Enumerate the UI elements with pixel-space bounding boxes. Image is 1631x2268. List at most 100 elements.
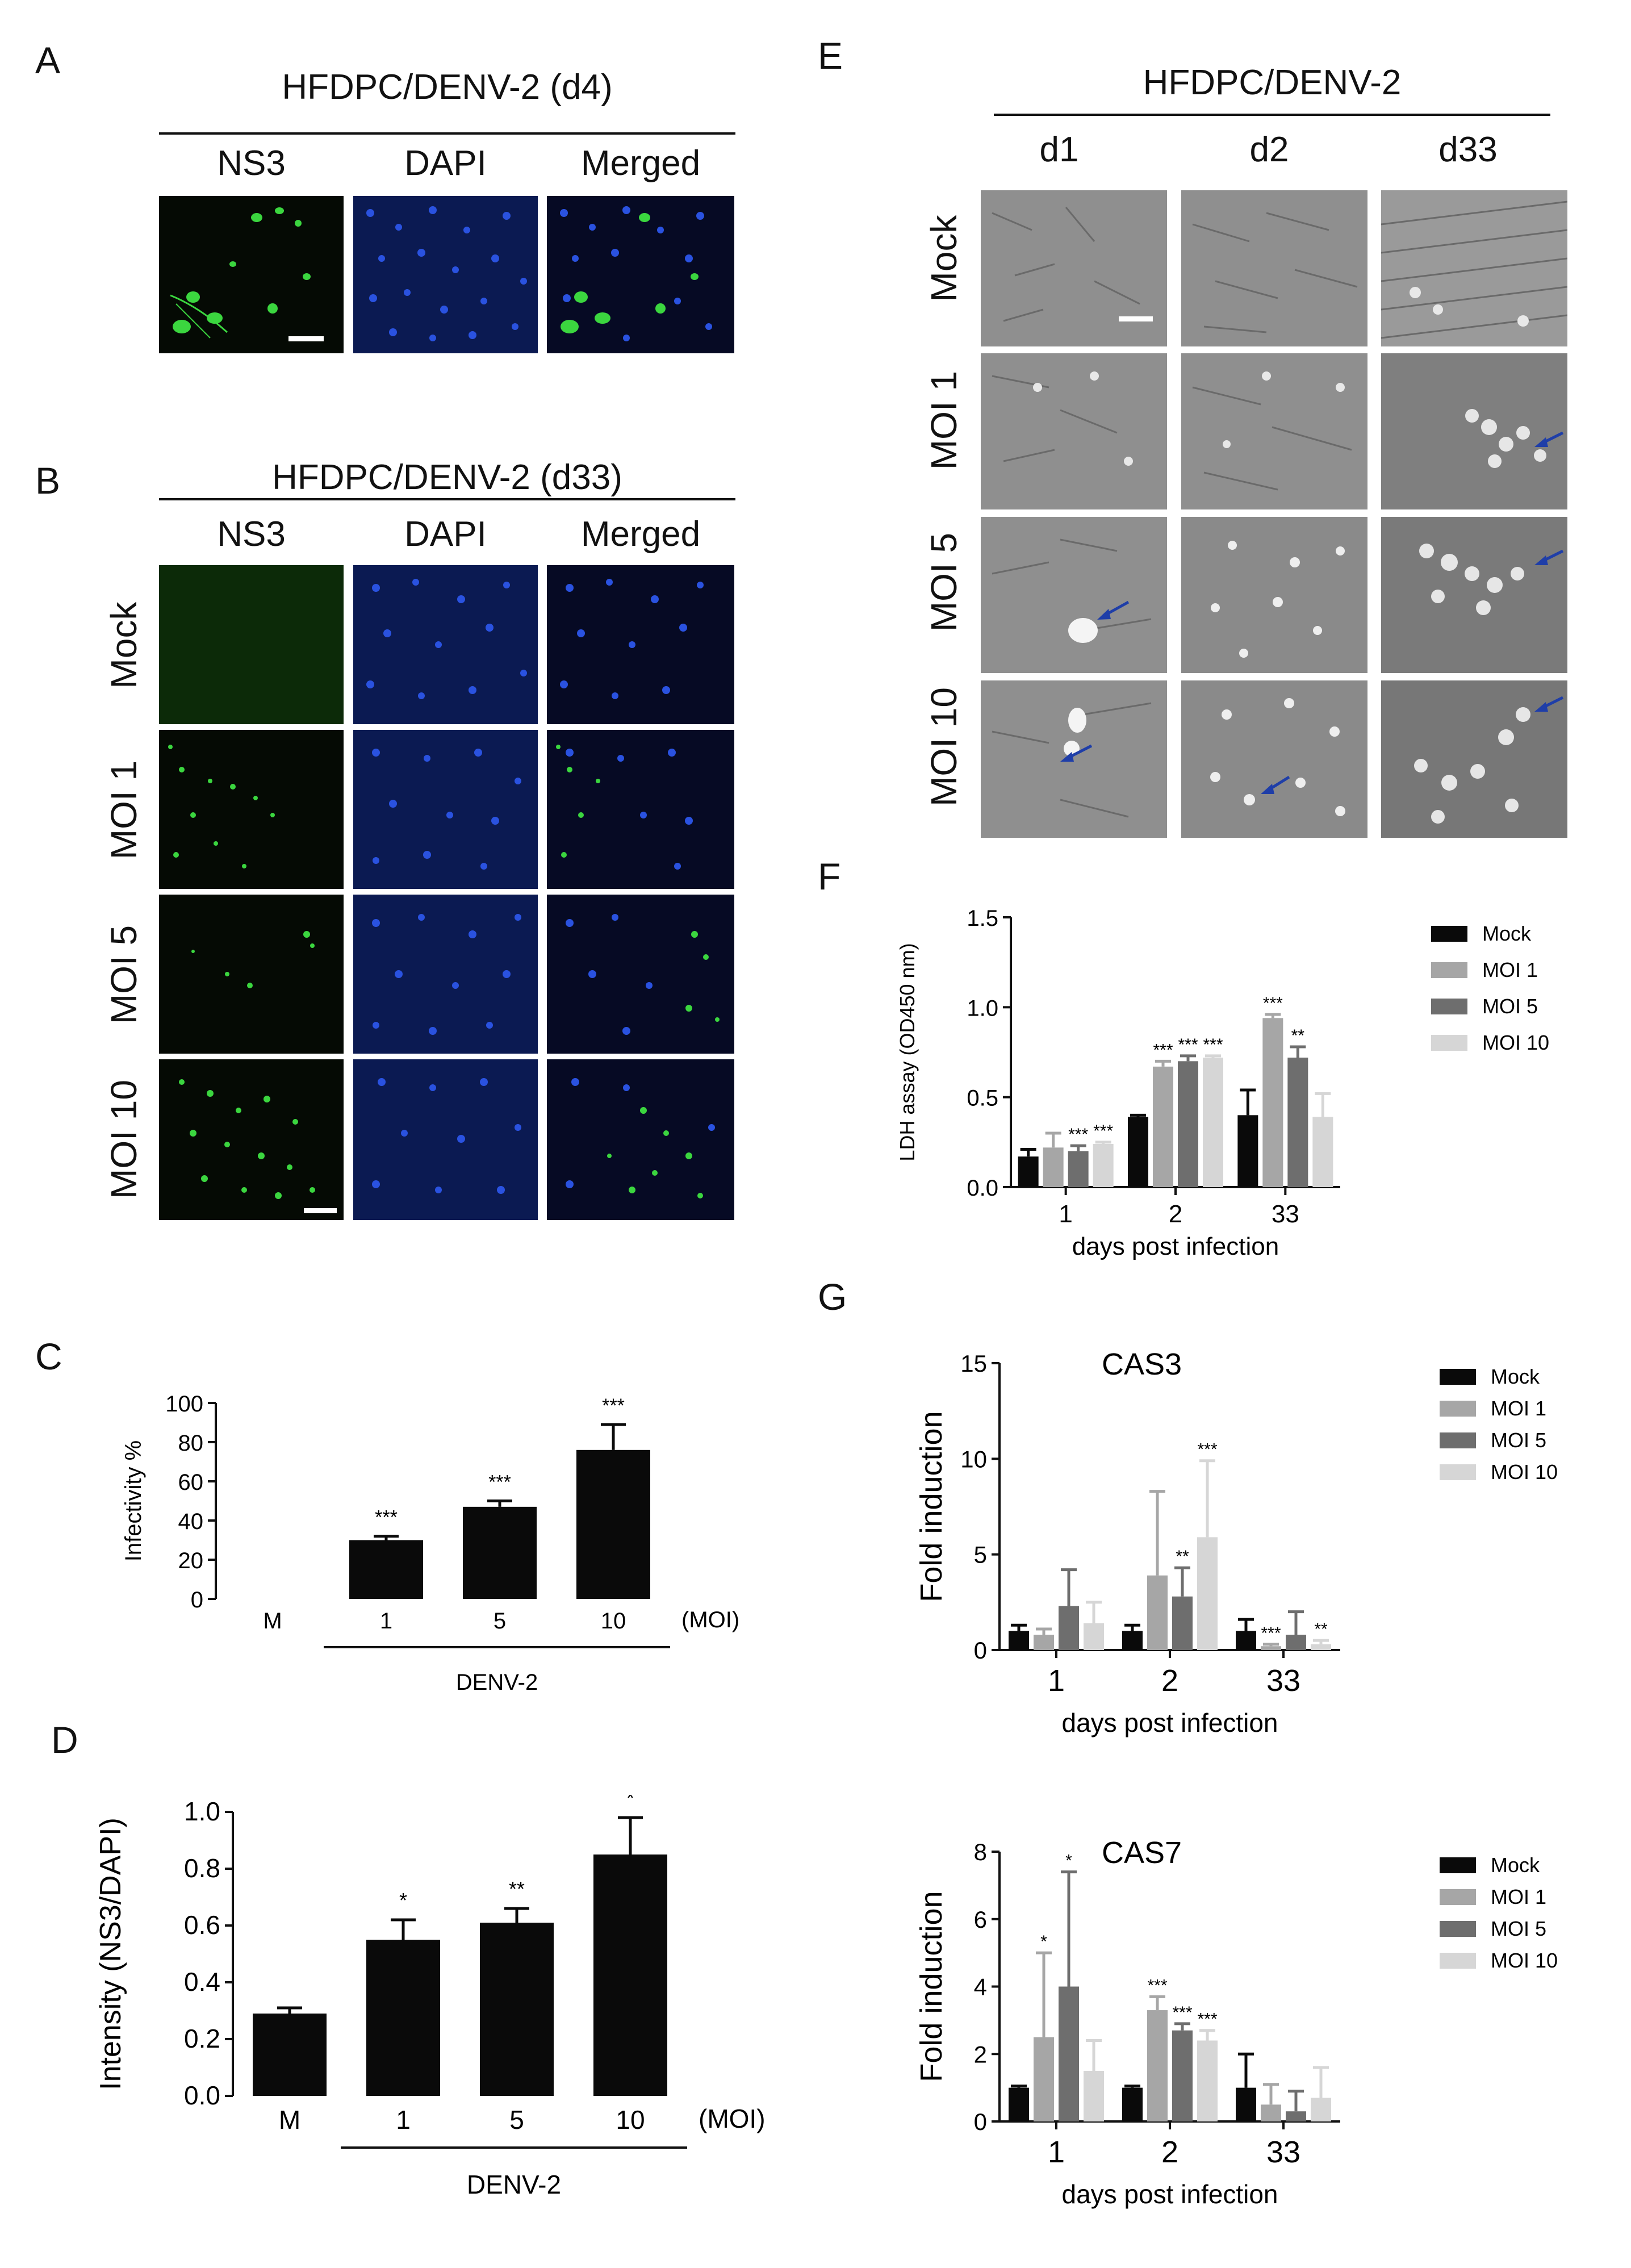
y-tick-label: 8 xyxy=(974,1839,987,1865)
panel-b-col-dapi: DAPI xyxy=(404,515,487,554)
y-tick-label: 4 xyxy=(974,1974,987,2000)
bar xyxy=(1034,1635,1054,1650)
bar xyxy=(1311,1644,1331,1650)
y-tick-label: 1.0 xyxy=(967,996,998,1021)
bar xyxy=(366,1940,440,2096)
panel-e-moi5-d2 xyxy=(1181,517,1367,673)
panel-b-rule xyxy=(159,498,735,500)
y-axis-label: Intensity (NS3/DAPI) xyxy=(94,1818,127,2090)
x-unit-label: (MOI) xyxy=(699,2104,766,2133)
y-tick-label: 6 xyxy=(974,1906,987,1933)
bar xyxy=(1311,2098,1331,2121)
significance-label: *** xyxy=(1261,1624,1281,1643)
y-tick-label: 0.8 xyxy=(184,1853,220,1883)
ns3-cells-a xyxy=(170,207,311,339)
legend-label: MOI 1 xyxy=(1482,958,1538,981)
bar xyxy=(1197,2040,1218,2121)
y-tick-label: 0 xyxy=(974,1637,987,1664)
legend-label: Mock xyxy=(1482,922,1532,945)
arrow-icon xyxy=(1534,431,1564,447)
arrow-icon xyxy=(1261,775,1290,794)
panel-b-moi10-merged xyxy=(547,1059,734,1220)
bar xyxy=(593,1855,667,2096)
chart-title: CAS7 xyxy=(1102,1836,1182,1870)
bar xyxy=(1262,1018,1283,1187)
significance-label: *** xyxy=(602,1395,625,1417)
significance-label: ** xyxy=(1291,1026,1305,1045)
significance-label: *** xyxy=(1093,1122,1113,1141)
panel-e-moi10-d1 xyxy=(981,680,1167,838)
bar xyxy=(1261,2104,1281,2121)
panel-a-header: HFDPC/DENV-2 (d4) xyxy=(282,68,613,107)
x-tick-label: 10 xyxy=(616,2105,645,2135)
x-tick-label: 1 xyxy=(1048,2135,1065,2169)
scale-bar xyxy=(304,1208,337,1213)
bar xyxy=(1147,1575,1168,1650)
panel-label-g: G xyxy=(818,1276,847,1318)
significance-label: *** xyxy=(1197,1440,1217,1459)
significance-label: ** xyxy=(1176,1547,1189,1566)
bar xyxy=(1147,2010,1168,2121)
panel-e-moi5-d1 xyxy=(981,517,1167,673)
y-axis-label: LDH assay (OD450 nm) xyxy=(896,943,919,1161)
significance-label: *** xyxy=(1178,1035,1198,1054)
panel-e-row-moi1: MOI 1 xyxy=(923,370,964,470)
panel-b-moi10-ns3 xyxy=(159,1059,344,1220)
bar xyxy=(1068,1151,1089,1187)
y-tick-label: 0.2 xyxy=(184,2024,220,2053)
panel-b-col-ns3: NS3 xyxy=(217,515,286,554)
significance-label: *** xyxy=(1172,2003,1192,2022)
legend-swatch xyxy=(1440,1401,1476,1417)
panel-e-row-mock: Mock xyxy=(923,215,964,302)
dapi-nuclei-a xyxy=(366,206,527,341)
panel-e-mock-d33 xyxy=(1381,190,1567,346)
panel-e-moi1-d1 xyxy=(981,353,1167,509)
legend-swatch xyxy=(1440,1921,1476,1937)
panel-a-dapi-image xyxy=(353,196,538,353)
arrow-icon xyxy=(1534,696,1564,712)
y-axis-label: Infectivity % xyxy=(121,1440,146,1561)
x-axis-label: days post infection xyxy=(1061,1708,1278,1737)
bar xyxy=(1197,1537,1218,1650)
panel-b-mock-dapi xyxy=(353,565,538,724)
significance-label: *** xyxy=(1263,994,1283,1013)
bar xyxy=(1237,1115,1258,1187)
scale-bar xyxy=(1119,316,1153,321)
bar xyxy=(1009,1631,1029,1650)
legend-label: MOI 10 xyxy=(1491,1460,1558,1484)
bar xyxy=(1178,1061,1198,1187)
y-tick-label: 1.0 xyxy=(184,1797,220,1826)
panel-a-merged-image xyxy=(547,196,734,353)
legend-label: MOI 5 xyxy=(1491,1917,1546,1940)
legend-swatch xyxy=(1440,1369,1476,1385)
panel-label-a: A xyxy=(35,39,61,81)
legend-label: Mock xyxy=(1491,1853,1540,1877)
panel-a-col-ns3: NS3 xyxy=(217,144,286,183)
legend-label: MOI 1 xyxy=(1491,1397,1546,1420)
panel-b-moi5-ns3 xyxy=(159,895,344,1054)
legend-label: MOI 1 xyxy=(1491,1885,1546,1908)
bar xyxy=(1034,2037,1054,2121)
panel-e-row-moi10: MOI 10 xyxy=(923,687,964,807)
y-axis-label: Fold induction xyxy=(914,1411,948,1602)
x-tick-label: 1 xyxy=(396,2105,411,2135)
bar xyxy=(1018,1156,1039,1187)
x-tick-label: M xyxy=(279,2105,300,2135)
bar xyxy=(1236,2087,1256,2121)
panel-e-col-d33: d33 xyxy=(1438,130,1498,169)
x-tick-label: 2 xyxy=(1161,2135,1178,2169)
x-tick-label: 2 xyxy=(1161,1664,1178,1698)
x-tick-label: 2 xyxy=(1169,1200,1182,1228)
panel-b-moi1-dapi xyxy=(353,730,538,889)
bar xyxy=(1172,2030,1193,2121)
panel-e-header: HFDPC/DENV-2 xyxy=(1143,63,1402,102)
bar xyxy=(1059,1986,1079,2121)
panel-a-col-merged: Merged xyxy=(580,144,701,183)
panel-label-f: F xyxy=(818,855,841,897)
bar xyxy=(1093,1144,1114,1187)
y-tick-label: 0.0 xyxy=(967,1176,998,1201)
y-tick-label: 0 xyxy=(974,2108,987,2135)
legend-swatch xyxy=(1440,1857,1476,1873)
bar xyxy=(1287,1058,1308,1187)
bar xyxy=(1203,1058,1223,1187)
